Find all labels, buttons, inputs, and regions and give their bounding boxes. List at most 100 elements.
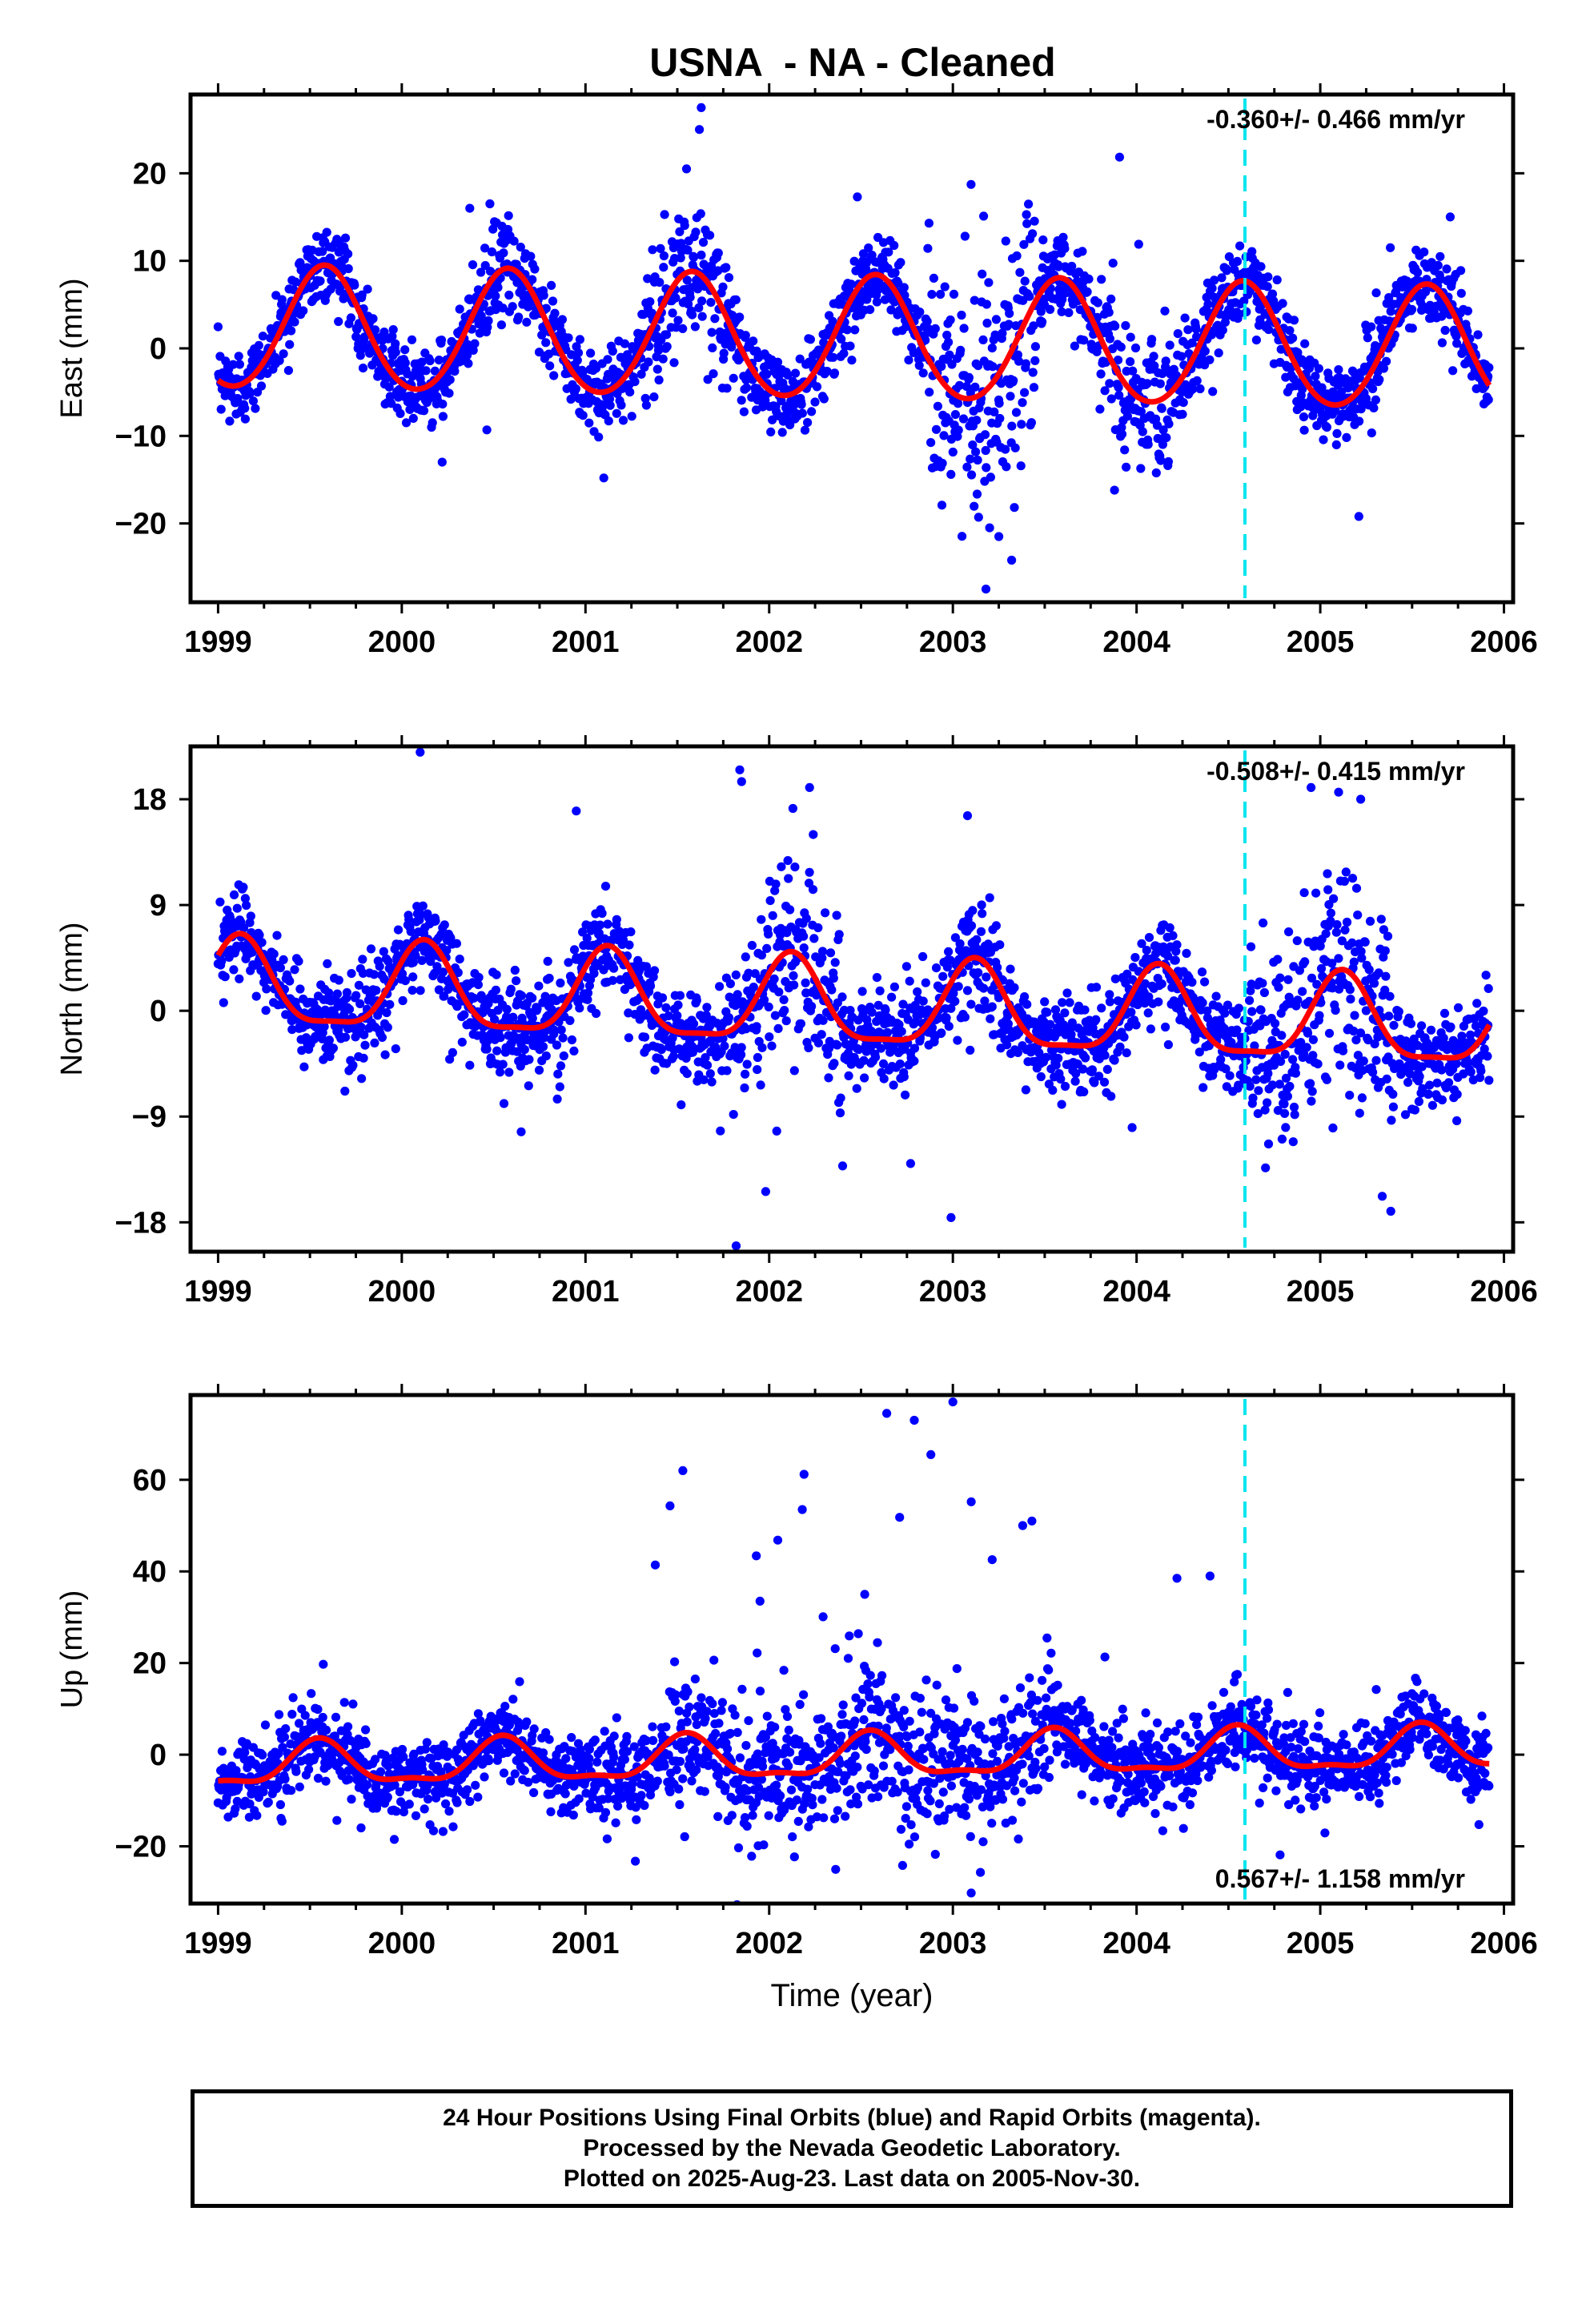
north-data-point xyxy=(966,921,977,931)
north-data-point xyxy=(716,1126,725,1136)
north-data-point xyxy=(524,1055,534,1064)
east-data-point xyxy=(1157,404,1166,413)
north-data-point xyxy=(504,1068,514,1077)
east-data-point xyxy=(618,416,628,425)
east-data-point xyxy=(371,325,380,335)
east-data-point xyxy=(363,284,372,294)
east-data-point xyxy=(240,404,250,413)
north-data-point xyxy=(491,985,501,995)
north-data-point xyxy=(953,1035,962,1045)
north-x-tick-label: 2006 xyxy=(1470,1275,1538,1309)
north-data-point xyxy=(707,1077,717,1087)
east-data-point xyxy=(1018,398,1027,408)
north-data-point xyxy=(1415,1072,1424,1081)
east-data-point xyxy=(287,326,296,336)
north-data-point xyxy=(730,1043,740,1052)
north-data-point xyxy=(534,981,544,991)
east-data-point xyxy=(482,425,492,435)
east-data-point xyxy=(939,431,949,440)
north-data-point xyxy=(1004,1025,1014,1035)
north-data-point xyxy=(742,1059,752,1069)
north-data-point xyxy=(229,965,239,975)
north-data-point xyxy=(1144,992,1154,1002)
east-data-point xyxy=(1014,356,1024,366)
north-data-point xyxy=(1060,1081,1070,1092)
north-data-point xyxy=(972,935,982,944)
north-data-point xyxy=(1087,1065,1097,1075)
north-data-point xyxy=(1345,1091,1355,1100)
north-data-point xyxy=(400,976,410,986)
east-data-point xyxy=(240,414,250,424)
east-data-point xyxy=(1322,422,1331,432)
east-data-point xyxy=(400,358,410,368)
north-data-point xyxy=(608,975,617,985)
east-data-point xyxy=(388,325,398,335)
east-data-point xyxy=(1285,326,1295,336)
east-data-point xyxy=(573,348,584,358)
north-data-point xyxy=(272,931,282,940)
north-data-point xyxy=(1323,869,1332,879)
east-data-point xyxy=(548,296,558,306)
north-data-point xyxy=(779,995,789,1004)
north-data-point xyxy=(1321,929,1331,939)
east-data-point xyxy=(1407,304,1417,314)
east-data-point xyxy=(697,250,706,260)
east-data-point xyxy=(1452,339,1462,348)
east-data-point xyxy=(981,585,991,594)
north-data-point xyxy=(1484,983,1493,993)
up-data-point xyxy=(242,1739,251,1748)
north-data-point xyxy=(1403,1077,1413,1088)
north-data-point xyxy=(664,1011,673,1021)
east-x-tick-label: 2004 xyxy=(1102,625,1170,659)
north-data-point xyxy=(242,900,251,911)
east-data-point xyxy=(739,407,749,416)
up-data-point xyxy=(280,1774,290,1784)
east-data-point xyxy=(1222,266,1231,275)
east-data-point xyxy=(1020,388,1030,397)
north-data-point xyxy=(968,906,978,915)
east-data-point xyxy=(966,470,977,480)
north-data-point xyxy=(217,956,227,966)
east-data-point xyxy=(1207,283,1217,293)
east-data-point xyxy=(522,317,532,327)
north-data-point xyxy=(1293,995,1303,1005)
east-data-point xyxy=(1105,334,1114,344)
east-data-point xyxy=(896,258,905,267)
east-data-point xyxy=(235,360,244,369)
east-data-point xyxy=(721,263,731,272)
east-data-point xyxy=(496,320,507,330)
east-data-point xyxy=(485,267,496,276)
east-data-point xyxy=(982,300,991,309)
north-data-point xyxy=(416,986,425,995)
east-data-point xyxy=(671,293,681,303)
north-data-point xyxy=(1360,937,1370,947)
north-data-point xyxy=(1013,1047,1022,1057)
north-data-point xyxy=(1296,1038,1306,1047)
east-data-point xyxy=(599,400,608,410)
north-y-tick-label: −9 xyxy=(132,1100,167,1134)
north-data-point xyxy=(360,1040,370,1050)
north-data-point xyxy=(731,970,741,979)
north-data-point xyxy=(1090,1078,1099,1088)
east-data-point xyxy=(557,315,568,324)
north-data-point xyxy=(1062,988,1072,998)
north-data-point xyxy=(232,903,242,913)
east-data-point xyxy=(395,408,405,418)
north-data-point xyxy=(452,939,462,948)
north-data-point xyxy=(1122,969,1132,979)
up-data-point xyxy=(287,1786,296,1795)
north-x-tick-label: 2000 xyxy=(368,1275,436,1309)
north-data-point xyxy=(1131,1020,1141,1030)
up-data-point xyxy=(260,1720,271,1730)
east-data-point xyxy=(890,267,900,278)
north-data-point xyxy=(558,1033,568,1043)
east-data-point xyxy=(1235,309,1244,319)
north-data-point xyxy=(976,927,986,936)
east-y-tick-label: 20 xyxy=(133,157,167,191)
north-data-point xyxy=(788,803,798,814)
east-data-point xyxy=(358,364,368,373)
east-data-point xyxy=(594,432,604,442)
east-data-point xyxy=(1028,229,1038,239)
north-data-point xyxy=(756,1080,765,1090)
east-data-point xyxy=(659,263,669,272)
